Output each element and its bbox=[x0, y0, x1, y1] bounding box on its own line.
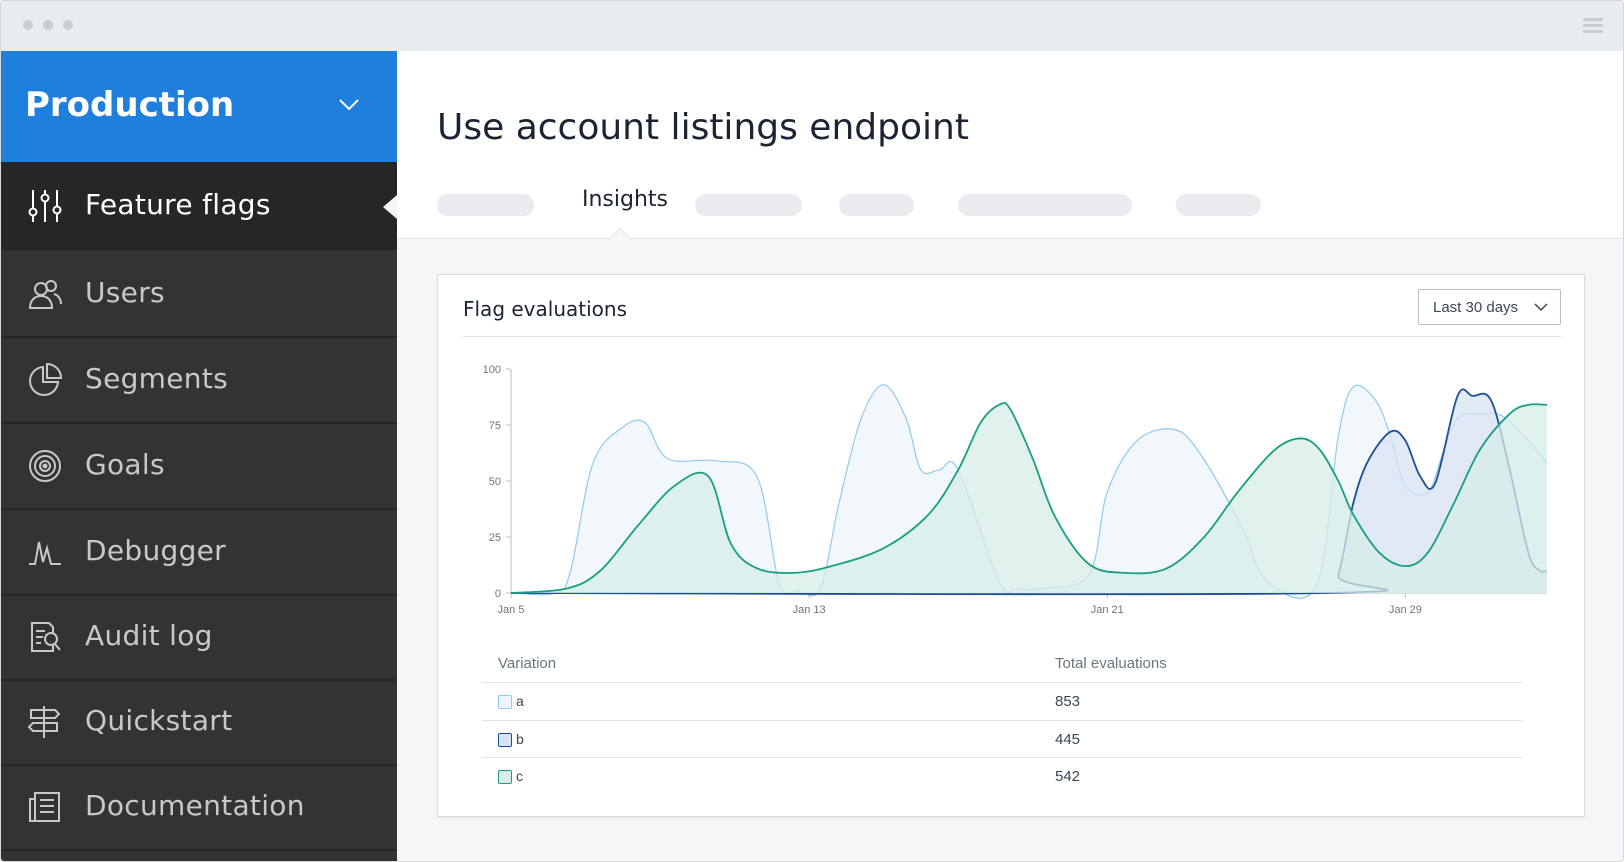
variation-swatch bbox=[498, 770, 512, 784]
series-c-area bbox=[511, 402, 1547, 593]
card-divider bbox=[463, 336, 1561, 337]
x-tick-label: Jan 29 bbox=[1389, 604, 1422, 616]
variation-swatch bbox=[498, 733, 512, 747]
tab-placeholder-2[interactable] bbox=[695, 194, 802, 216]
window-dot-1[interactable] bbox=[23, 20, 33, 30]
tab-placeholder-4[interactable] bbox=[958, 194, 1132, 216]
total-evaluations: 853 bbox=[1055, 693, 1081, 710]
main-content: Use account listings endpoint Insights F… bbox=[397, 51, 1623, 861]
audit-icon bbox=[31, 622, 61, 652]
variation-name: c bbox=[516, 768, 523, 784]
window-dot-3[interactable] bbox=[63, 20, 73, 30]
flag-evaluations-chart: 0 25 50 75 100 Jan 5 Jan 13 Jan 21 Jan 29 bbox=[483, 364, 1548, 616]
sidebar-item-documentation[interactable]: Documentation bbox=[1, 763, 397, 851]
sidebar-item-debugger[interactable]: Debugger bbox=[1, 508, 397, 596]
tab-insights[interactable]: Insights bbox=[582, 187, 669, 212]
series-c-line bbox=[510, 401, 1548, 594]
sidebar-item-users[interactable]: Users bbox=[1, 250, 397, 338]
y-tick-label: 50 bbox=[489, 476, 501, 488]
total-evaluations: 542 bbox=[1055, 768, 1081, 785]
pie-chart-icon bbox=[29, 362, 63, 396]
date-range-label: Last 30 days bbox=[1433, 299, 1519, 316]
table-row[interactable]: b 445 bbox=[482, 720, 1522, 757]
series-a-area bbox=[511, 384, 1547, 599]
tab-placeholder-3[interactable] bbox=[839, 194, 914, 216]
sliders-icon bbox=[28, 190, 62, 222]
tab-placeholder-5[interactable] bbox=[1176, 194, 1261, 216]
x-tick-label: Jan 21 bbox=[1091, 604, 1124, 616]
x-tick-label: Jan 5 bbox=[498, 604, 525, 616]
window-dot-2[interactable] bbox=[43, 20, 53, 30]
table-row[interactable]: c 542 bbox=[482, 757, 1522, 794]
date-range-select[interactable]: Last 30 days bbox=[1418, 289, 1561, 325]
sidebar-item-label: Audit log bbox=[85, 619, 213, 652]
column-header-variation: Variation bbox=[498, 655, 557, 672]
variation-name: a bbox=[516, 693, 524, 709]
table-row[interactable]: a 853 bbox=[482, 682, 1522, 719]
signpost-icon bbox=[27, 706, 61, 738]
sidebar: Production Feature flags Users bbox=[1, 51, 397, 861]
y-tick-label: 0 bbox=[495, 588, 501, 600]
variation-name: b bbox=[516, 731, 524, 747]
variation-swatch bbox=[498, 695, 512, 709]
y-tick-label: 75 bbox=[489, 420, 501, 432]
sidebar-item-label: Debugger bbox=[85, 534, 226, 567]
environment-selector[interactable]: Production bbox=[1, 51, 397, 162]
environment-label: Production bbox=[25, 85, 235, 125]
card-title: Flag evaluations bbox=[463, 297, 627, 321]
y-tick-label: 100 bbox=[483, 364, 501, 376]
y-tick-label: 25 bbox=[489, 532, 501, 544]
sidebar-item-label: Documentation bbox=[85, 789, 305, 822]
total-evaluations: 445 bbox=[1055, 731, 1081, 748]
sidebar-item-label: Goals bbox=[85, 448, 165, 481]
docs-icon bbox=[29, 792, 60, 822]
sidebar-item-goals[interactable]: Goals bbox=[1, 422, 397, 510]
sidebar-item-label: Feature flags bbox=[85, 188, 271, 221]
sidebar-item-audit-log[interactable]: Audit log bbox=[1, 593, 397, 681]
active-tab-indicator bbox=[608, 227, 632, 251]
page-header: Use account listings endpoint Insights bbox=[397, 51, 1623, 251]
chevron-down-icon bbox=[339, 99, 359, 111]
x-tick-label: Jan 13 bbox=[793, 604, 826, 616]
sidebar-item-label: Users bbox=[85, 276, 165, 309]
page-title: Use account listings endpoint bbox=[437, 107, 969, 148]
active-indicator bbox=[383, 195, 397, 219]
sidebar-item-label: Quickstart bbox=[85, 704, 233, 737]
chevron-down-icon bbox=[1534, 303, 1548, 312]
pulse-icon bbox=[29, 541, 61, 565]
target-icon bbox=[29, 450, 61, 482]
column-header-total: Total evaluations bbox=[1055, 655, 1167, 672]
title-bar bbox=[1, 1, 1623, 51]
sidebar-item-quickstart[interactable]: Quickstart bbox=[1, 678, 397, 766]
hamburger-menu-icon[interactable] bbox=[1583, 18, 1603, 34]
sidebar-item-feature-flags[interactable]: Feature flags bbox=[1, 162, 397, 250]
sidebar-item-label: Segments bbox=[85, 362, 228, 395]
tab-placeholder-1[interactable] bbox=[437, 194, 534, 216]
flag-evaluations-card: Flag evaluations Last 30 days 0 25 50 75 100… bbox=[437, 274, 1585, 817]
sidebar-item-segments[interactable]: Segments bbox=[1, 336, 397, 424]
users-icon bbox=[28, 280, 62, 309]
